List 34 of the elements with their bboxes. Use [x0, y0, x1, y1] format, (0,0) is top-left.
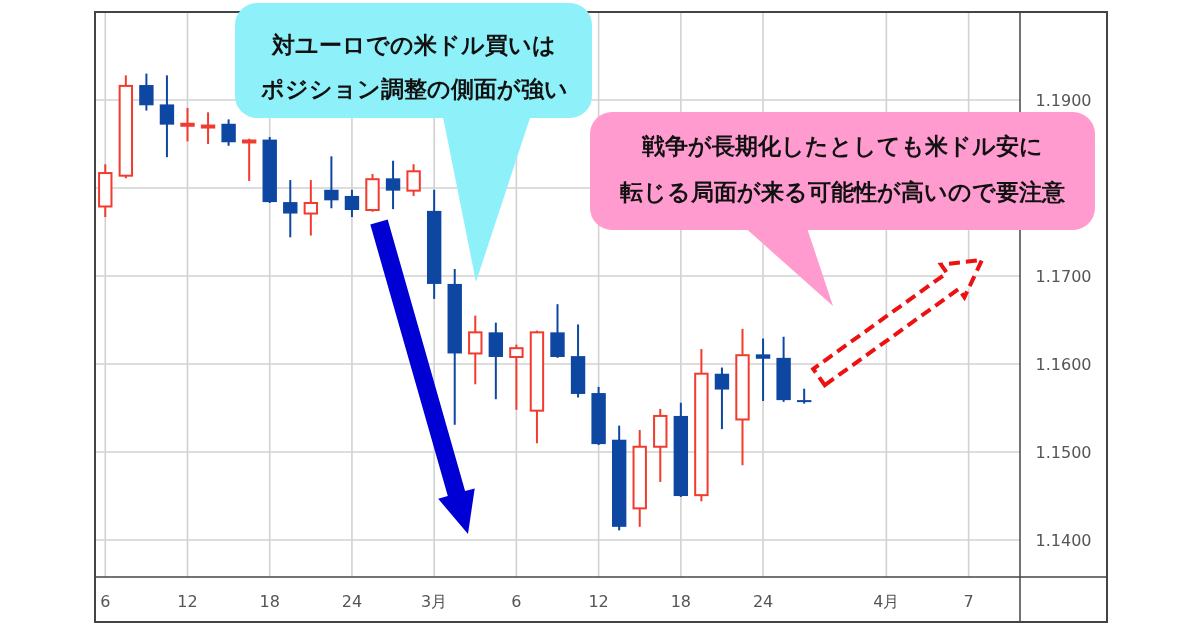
candlestick [159, 74, 175, 159]
x-tick-label: 4月 [873, 592, 900, 611]
x-tick-label: 24 [341, 592, 363, 611]
candlestick [385, 159, 401, 211]
annotation: 戦争が長期化したとしても米ドル安に転じる局面が来る可能性が高いので要注意 [619, 133, 1066, 205]
candlestick [324, 155, 339, 210]
x-tick-label: 18 [259, 592, 280, 611]
x-tick-label: 12 [177, 592, 198, 611]
candlestick [200, 111, 216, 146]
candlestick [714, 366, 730, 431]
candlestick [344, 188, 360, 219]
annotation: 対ユーロでの米ドル買いはポジション調整の側面が強い [259, 32, 568, 102]
candlestick [406, 163, 421, 197]
y-tick-label: 1.1500 [1035, 443, 1092, 463]
x-tick-label: 6 [511, 592, 522, 611]
y-tick-label: 1.1700 [1035, 267, 1092, 287]
candlestick [755, 337, 771, 402]
x-tick-label: 6 [100, 592, 111, 611]
y-tick-label: 1.1400 [1035, 531, 1092, 551]
x-tick-label: 24 [752, 592, 774, 611]
candlestick [468, 314, 483, 386]
candlestick [221, 118, 236, 147]
x-tick-label: 12 [588, 592, 609, 611]
candlestick [139, 72, 154, 112]
candlestick [241, 137, 257, 182]
y-tick-label: 1.1900 [1035, 91, 1092, 111]
candlestick [509, 343, 524, 411]
candlestick [283, 179, 298, 239]
candlestick [303, 179, 319, 237]
x-tick-label: 7 [963, 592, 974, 611]
x-tick-label: 18 [670, 592, 692, 611]
candlestick [180, 106, 195, 143]
y-tick-label: 1.1600 [1035, 355, 1092, 375]
x-tick-label: 3月 [421, 592, 448, 611]
